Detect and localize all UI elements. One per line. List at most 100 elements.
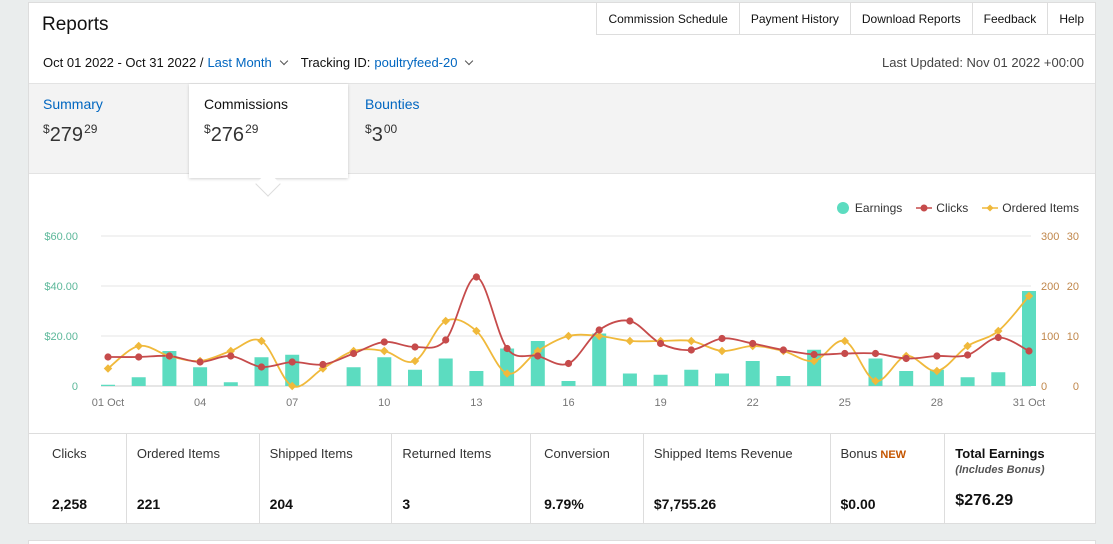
stat-ordered-items: Ordered Items 221	[127, 434, 260, 524]
y-right-ordered-tick-label: 30	[1067, 231, 1079, 243]
y-right-clicks-tick-label: 0	[1041, 381, 1047, 393]
earnings-bar	[899, 371, 914, 386]
earnings-bar	[622, 373, 637, 386]
stat-total-earnings: Total Earnings (Includes Bonus) $276.29	[955, 446, 1045, 509]
stat-returned-items: Returned Items 3	[392, 434, 532, 524]
clicks-point	[227, 352, 235, 360]
ordered-items-point	[287, 381, 297, 391]
commission-schedule-button[interactable]: Commission Schedule	[596, 2, 739, 35]
help-button[interactable]: Help	[1047, 2, 1096, 35]
feedback-button[interactable]: Feedback	[971, 2, 1048, 35]
chevron-down-icon[interactable]	[279, 56, 289, 66]
earnings-chart: Earnings Clicks Ordered Items 0 $20.00 $40…	[29, 193, 1095, 418]
stat-clicks: Clicks 2,258	[29, 434, 127, 524]
ordered-items-point	[717, 346, 727, 356]
stat-value: 204	[269, 496, 293, 512]
period-dropdown[interactable]: Last Month	[207, 55, 272, 70]
earnings-bar	[162, 351, 177, 386]
clicks-point	[257, 363, 266, 371]
chart-legend: Earnings Clicks Ordered Items	[822, 201, 1079, 215]
clicks-point	[442, 336, 450, 344]
clicks-point	[319, 360, 327, 369]
earnings-bar	[991, 372, 1006, 386]
ordered-items-point	[410, 356, 420, 366]
top-nav: Commission Schedule Payment History Down…	[596, 2, 1096, 35]
stat-value: 221	[136, 496, 161, 512]
y-right-clicks-tick-label: 100	[1041, 331, 1059, 343]
y-left-tick-label: $20.00	[44, 331, 78, 343]
clicks-point	[657, 339, 665, 348]
ordered-items-line	[107, 295, 1030, 388]
y-right-ordered-tick-label: 0	[1073, 381, 1079, 393]
x-tick-label: 01 Oct	[92, 397, 124, 409]
legend-ordered-items[interactable]: Ordered Items	[982, 201, 1079, 215]
x-tick-label: 28	[931, 397, 943, 409]
earnings-bar	[500, 348, 515, 386]
clicks-point	[902, 354, 910, 363]
ordered-items-point	[441, 316, 450, 326]
clicks-point	[964, 351, 972, 359]
clicks-point	[196, 358, 204, 366]
legend-ordered-marker	[982, 204, 999, 212]
clicks-point	[165, 352, 173, 360]
stat-bonus: Bonus NEW $0.00	[831, 434, 946, 524]
ordered-items-point	[809, 356, 819, 366]
earnings-bar	[438, 358, 453, 386]
tab-summary[interactable]: Summary $27929	[29, 84, 189, 175]
clicks-point	[564, 359, 573, 368]
next-panel	[28, 540, 1096, 544]
chart-canvas: 0 $20.00 $40.00 $60.00 0 100 200 300 0 10 20 30 01 O…	[44, 231, 1079, 409]
stat-value: $0.00	[840, 496, 876, 512]
legend-earnings-marker	[836, 202, 849, 214]
x-tick-label: 07	[286, 397, 298, 409]
ordered-items-point	[625, 336, 635, 346]
clicks-point	[687, 346, 695, 354]
x-tick-label: 19	[654, 397, 666, 409]
last-updated-text: Last Updated: Nov 01 2022 +00:00	[881, 55, 1084, 70]
y-right-ordered-tick-label: 20	[1067, 281, 1079, 293]
ordered-items-point	[1024, 291, 1034, 301]
stat-value: 9.79%	[544, 496, 584, 512]
clicks-point	[810, 350, 818, 359]
ordered-items-point	[594, 331, 604, 341]
earnings-bar	[408, 369, 422, 386]
clicks-point	[871, 349, 880, 358]
y-left-tick-label: 0	[72, 381, 78, 393]
earnings-bar	[929, 369, 944, 386]
ordered-items-point	[994, 326, 1003, 336]
tab-bounties[interactable]: Bounties $300	[351, 84, 511, 175]
y-right-ordered-tick-label: 10	[1067, 331, 1079, 343]
download-reports-button[interactable]: Download Reports	[849, 2, 972, 35]
earnings-bar	[653, 374, 668, 386]
x-tick-label: 31 Oct	[1013, 397, 1045, 409]
stat-value: 2,258	[52, 496, 88, 512]
legend-clicks-marker	[916, 204, 933, 212]
earnings-bar	[561, 381, 576, 386]
legend-clicks[interactable]: Clicks	[916, 201, 968, 215]
new-badge: NEW	[880, 449, 907, 461]
tab-commissions[interactable]: Commissions $27629	[189, 84, 348, 178]
ordered-items-point	[871, 376, 880, 386]
legend-earnings[interactable]: Earnings	[836, 201, 902, 215]
clicks-point	[779, 346, 788, 354]
clicks-point	[534, 352, 542, 360]
tracking-id-dropdown[interactable]: poultryfeed-20	[374, 55, 458, 70]
ordered-items-point	[840, 336, 850, 346]
clicks-point	[1025, 347, 1033, 355]
clicks-point	[749, 339, 757, 348]
clicks-point	[994, 333, 1002, 342]
clicks-point	[718, 334, 726, 343]
clicks-point	[472, 273, 480, 281]
stat-value: 3	[402, 496, 411, 512]
tab-amount: $300	[365, 122, 398, 146]
stat-conversion: Conversion 9.79%	[531, 434, 644, 524]
payment-history-button[interactable]: Payment History	[738, 2, 850, 35]
x-tick-label: 16	[562, 397, 574, 409]
tab-amount: $27629	[204, 122, 259, 146]
earnings-bar	[715, 373, 729, 386]
stat-shipped-items: Shipped Items 204	[260, 434, 393, 524]
tab-label: Summary	[43, 96, 103, 112]
chevron-down-icon[interactable]	[465, 56, 474, 66]
report-filters: Oct 01 2022 - Oct 31 2022 / Last Month T…	[43, 55, 478, 70]
tracking-label: Tracking ID:	[300, 55, 371, 70]
